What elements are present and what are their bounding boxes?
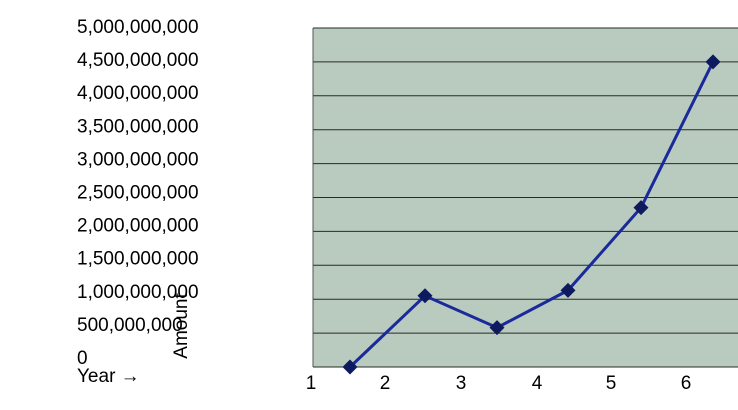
- x-tick-label: 2: [380, 373, 391, 394]
- y-tick-labels: 5,000,000,000 4,500,000,000 4,000,000,000 3…: [77, 17, 199, 369]
- y-tick-label: 4,500,000,000: [77, 50, 199, 71]
- y-tick-label: 2,000,000,000: [77, 216, 199, 237]
- y-tick-label: 3,500,000,000: [77, 116, 199, 137]
- data-point: [633, 200, 649, 216]
- gridlines: [313, 27, 738, 368]
- x-tick-label: 5: [606, 373, 617, 394]
- x-tick-label: 6: [681, 373, 692, 394]
- data-point: [705, 54, 721, 70]
- series-line: [348, 61, 715, 369]
- y-tick-label: 5,000,000,000: [77, 17, 199, 38]
- data-point: [342, 359, 358, 375]
- series-layer: [342, 54, 721, 375]
- x-tick-label: 3: [456, 373, 467, 394]
- data-point: [417, 288, 433, 304]
- data-point: [560, 282, 576, 298]
- y-axis-title: Amount: [171, 293, 192, 359]
- x-axis-title: Year →: [77, 366, 140, 387]
- y-tick-label: 3,000,000,000: [77, 149, 199, 170]
- x-tick-labels: 1 2 3 4 5 6: [306, 373, 692, 394]
- x-tick-label: 4: [532, 373, 543, 394]
- y-tick-label: 500,000,000: [77, 315, 183, 336]
- data-point: [489, 320, 505, 336]
- y-tick-label: 4,000,000,000: [77, 83, 199, 104]
- y-tick-label: 1,000,000,000: [77, 282, 199, 303]
- x-tick-label: 1: [306, 373, 317, 394]
- y-tick-label: 1,500,000,000: [77, 249, 199, 270]
- y-tick-label: 0: [77, 348, 88, 369]
- y-tick-label: 2,500,000,000: [77, 183, 199, 204]
